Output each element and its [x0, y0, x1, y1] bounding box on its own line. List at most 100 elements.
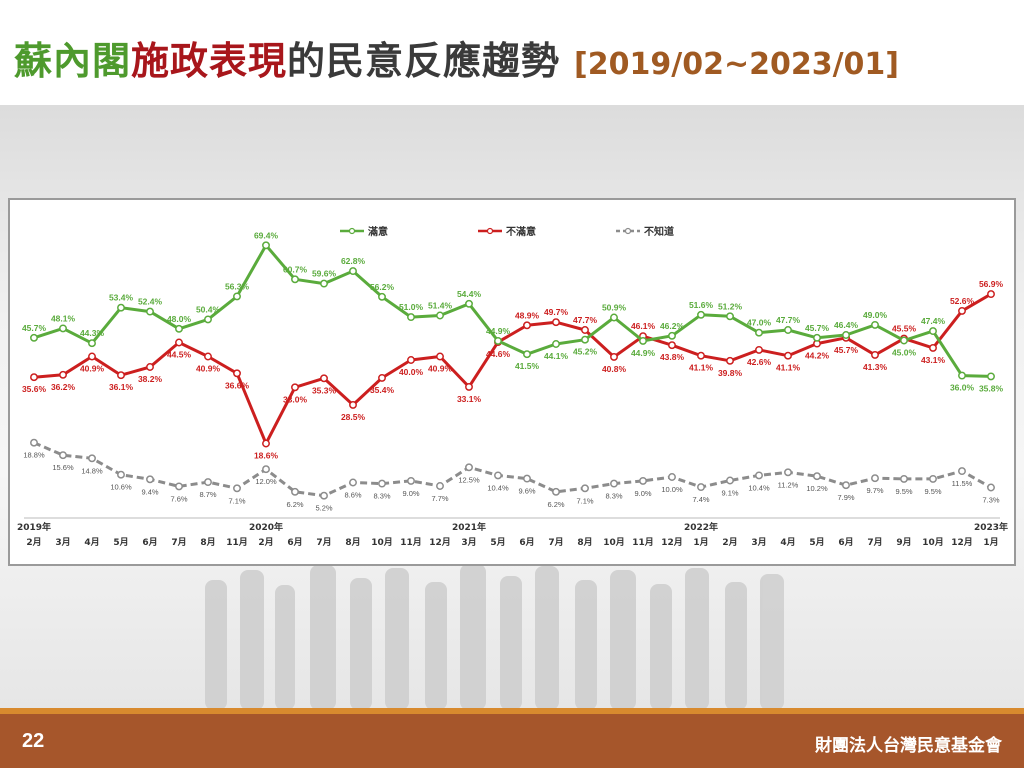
data-point-dissatisfied [668, 341, 676, 350]
data-point-satisfied [291, 275, 299, 284]
data-label-dissatisfied: 45.5% [892, 324, 917, 334]
data-label-dissatisfied: 43.8% [660, 352, 685, 362]
data-label-satisfied: 56.3% [225, 281, 250, 291]
data-label-dissatisfied: 44.6% [486, 349, 511, 359]
title-cabinet: 蘇內閣 [14, 39, 132, 83]
data-point-satisfied [610, 313, 618, 322]
x-tick-label: 10月 [603, 537, 625, 548]
data-label-unknown: 9.6% [518, 487, 535, 496]
data-point-unknown [552, 487, 560, 496]
data-point-dissatisfied [523, 321, 531, 330]
data-point-satisfied [494, 336, 502, 345]
data-label-dissatisfied: 35.6% [22, 384, 47, 394]
legend-label-satisfied: 滿意 [368, 225, 388, 238]
data-label-unknown: 14.8% [81, 466, 103, 475]
data-point-satisfied [813, 333, 821, 342]
data-label-unknown: 8.6% [344, 491, 361, 500]
data-label-unknown: 10.4% [487, 483, 509, 492]
data-label-satisfied: 51.6% [689, 300, 714, 310]
data-label-dissatisfied: 43.1% [921, 355, 946, 365]
data-point-unknown [842, 481, 850, 490]
series-line-dissatisfied [33, 292, 992, 445]
data-label-unknown: 7.4% [692, 495, 709, 504]
data-point-unknown [929, 474, 937, 483]
data-label-satisfied: 54.4% [457, 289, 482, 299]
data-point-dissatisfied [958, 306, 966, 315]
data-label-dissatisfied: 46.1% [631, 321, 656, 331]
data-label-unknown: 9.5% [924, 487, 941, 496]
data-point-dissatisfied [465, 382, 473, 391]
data-label-satisfied: 62.8% [341, 256, 366, 266]
data-point-unknown [175, 482, 183, 491]
x-tick-label: 7月 [171, 537, 186, 548]
data-point-unknown [726, 476, 734, 485]
x-tick-label: 7月 [867, 537, 882, 548]
data-label-unknown: 9.0% [402, 489, 419, 498]
data-point-satisfied [523, 350, 531, 359]
data-label-dissatisfied: 40.0% [399, 367, 424, 377]
data-label-satisfied: 36.0% [950, 383, 975, 393]
x-year-label: 2021年 [452, 521, 486, 533]
data-point-dissatisfied [117, 371, 125, 380]
data-label-satisfied: 44.9% [631, 348, 656, 358]
data-label-dissatisfied: 38.2% [138, 374, 163, 384]
title-performance: 施政表現 [131, 39, 288, 83]
data-point-satisfied [349, 267, 357, 276]
data-label-unknown: 8.3% [373, 492, 390, 501]
x-tick-label: 5月 [809, 537, 824, 548]
data-point-dissatisfied [262, 439, 270, 448]
data-label-dissatisfied: 41.1% [689, 363, 714, 373]
legend-marker-unknown [624, 227, 632, 235]
x-tick-label: 2月 [722, 537, 737, 548]
data-label-unknown: 12.0% [255, 477, 277, 486]
x-tick-label: 6月 [142, 537, 157, 548]
data-label-satisfied: 45.2% [573, 347, 598, 357]
data-point-unknown [233, 484, 241, 493]
x-year-label: 2022年 [684, 521, 718, 533]
data-label-dissatisfied: 40.9% [80, 364, 105, 374]
data-label-satisfied: 45.0% [892, 348, 917, 358]
x-tick-label: 8月 [577, 537, 592, 548]
data-label-satisfied: 41.5% [515, 361, 540, 371]
x-tick-label: 9月 [896, 537, 911, 548]
data-point-satisfied [755, 328, 763, 337]
data-point-unknown [639, 476, 647, 485]
data-label-unknown: 7.1% [576, 496, 593, 505]
organization-name: 財團法人台灣民意基金會 [815, 736, 1002, 756]
x-tick-label: 3月 [751, 537, 766, 548]
data-point-satisfied [436, 311, 444, 320]
data-point-dissatisfied [291, 383, 299, 392]
data-point-satisfied [204, 315, 212, 324]
data-label-unknown: 10.6% [110, 483, 132, 492]
x-tick-label: 8月 [345, 537, 360, 548]
data-label-satisfied: 51.4% [428, 301, 453, 311]
data-point-unknown [987, 483, 995, 492]
data-point-unknown [320, 491, 328, 500]
data-point-satisfied [784, 326, 792, 334]
data-point-satisfied [262, 241, 270, 250]
data-point-unknown [494, 471, 502, 480]
x-year-label: 2023年 [974, 521, 1008, 533]
data-point-unknown [262, 465, 270, 474]
data-point-unknown [407, 476, 415, 485]
data-point-unknown [581, 484, 589, 493]
data-label-unknown: 12.5% [458, 475, 480, 484]
data-label-unknown: 9.7% [866, 486, 883, 495]
data-label-unknown: 7.6% [170, 494, 187, 503]
data-label-satisfied: 59.6% [312, 269, 337, 279]
x-tick-label: 6月 [838, 537, 853, 548]
data-label-dissatisfied: 36.1% [109, 382, 134, 392]
x-tick-label: 11月 [226, 537, 248, 548]
data-point-dissatisfied [146, 363, 154, 371]
data-label-satisfied: 47.4% [921, 316, 946, 326]
data-point-satisfied [726, 312, 734, 321]
data-label-satisfied: 35.8% [979, 383, 1004, 393]
x-tick-label: 3月 [55, 537, 70, 548]
data-point-unknown [610, 479, 618, 488]
x-tick-label: 11月 [400, 537, 422, 548]
x-tick-label: 12月 [429, 537, 451, 548]
data-point-dissatisfied [59, 370, 67, 379]
data-label-dissatisfied: 33.0% [283, 394, 308, 404]
data-point-unknown [88, 454, 96, 463]
x-tick-label: 3月 [461, 537, 476, 548]
